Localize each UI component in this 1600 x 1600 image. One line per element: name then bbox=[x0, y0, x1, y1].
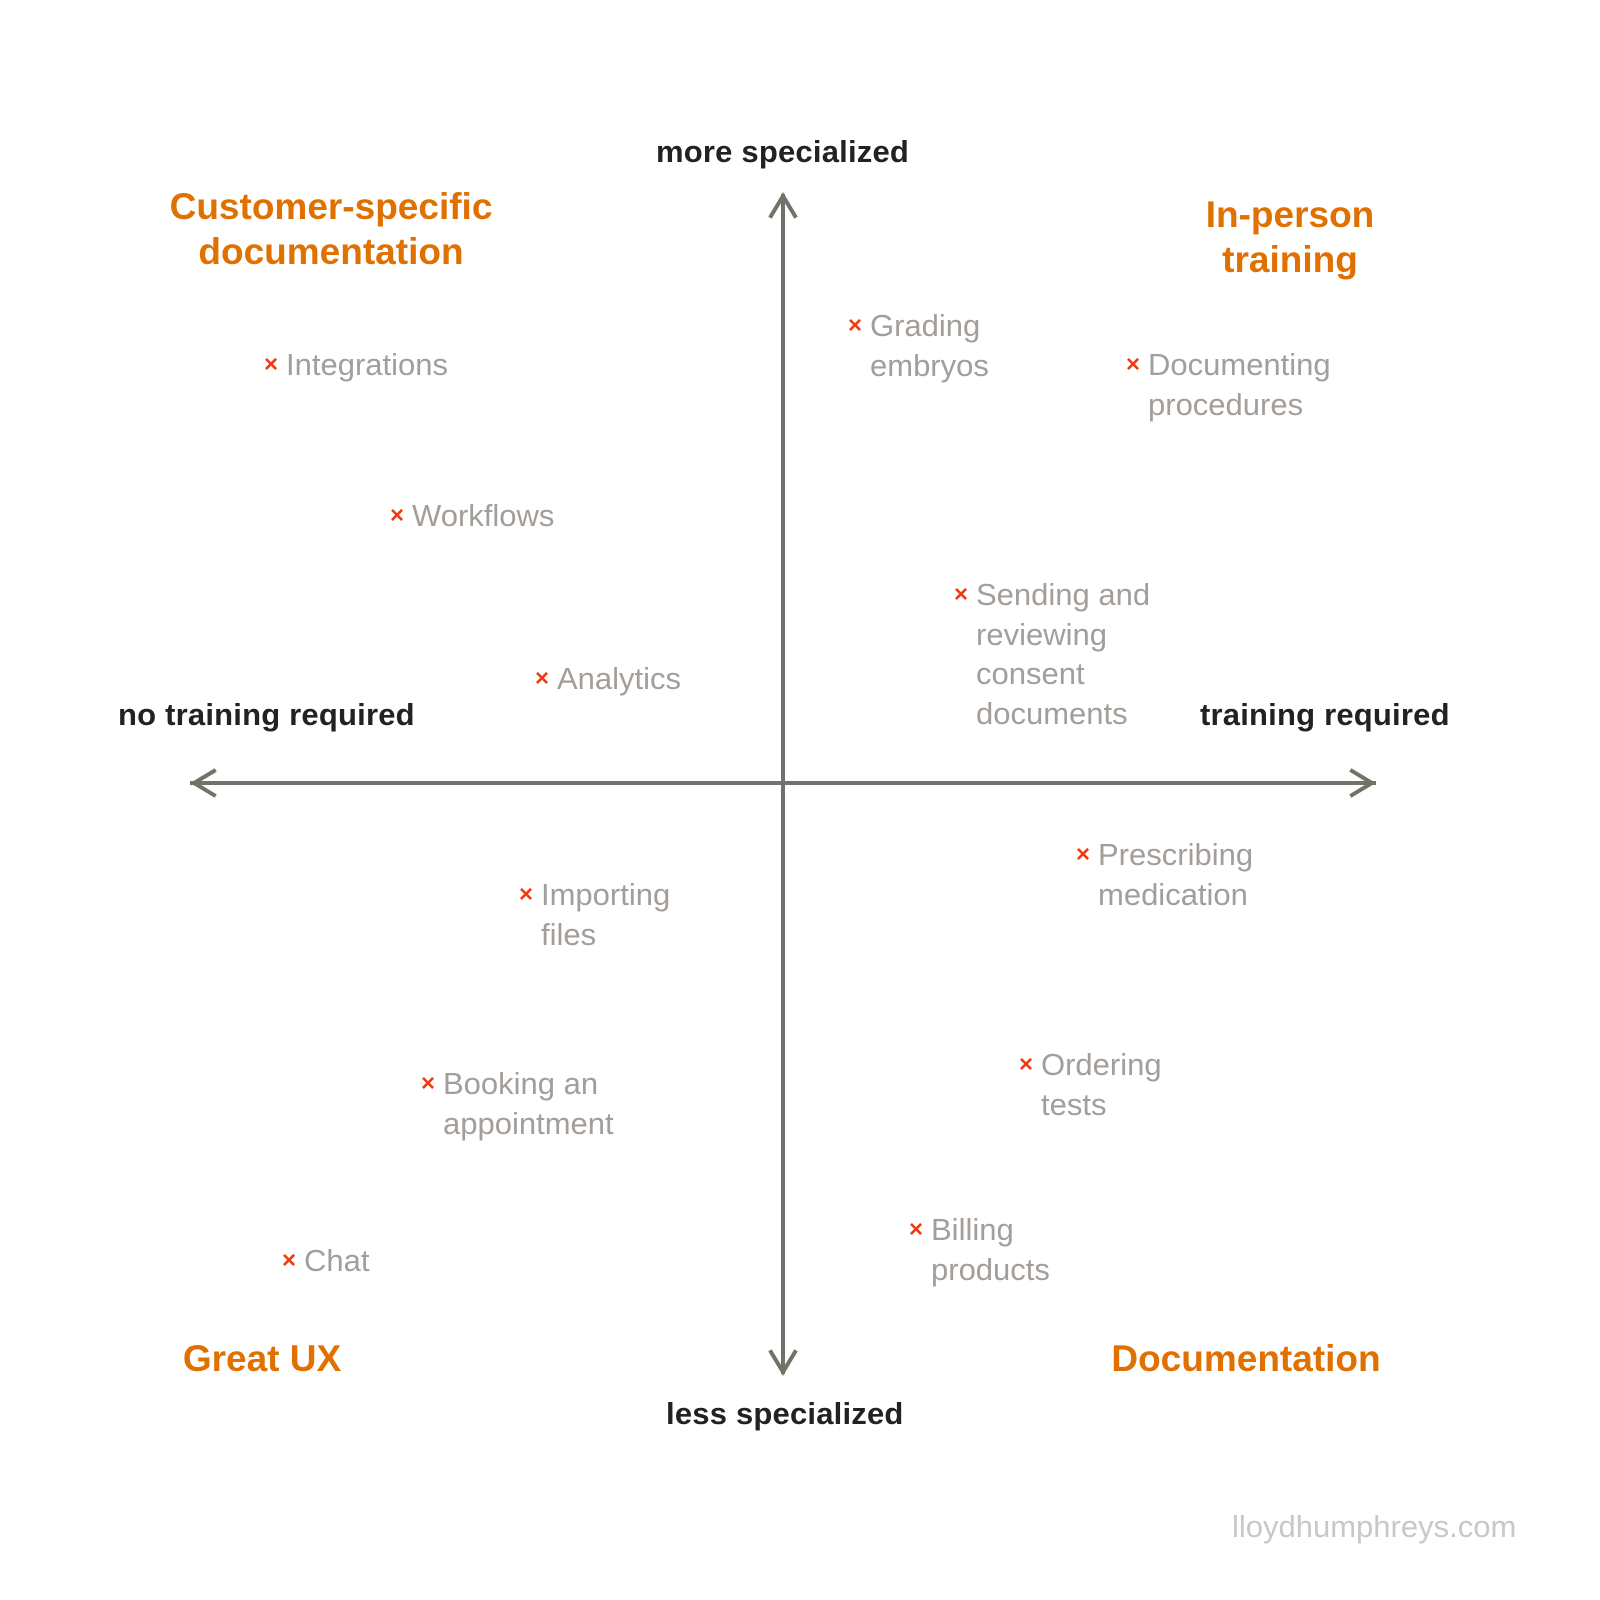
point-billing-products: × Billing products bbox=[909, 1210, 1050, 1289]
x-mark-icon: × bbox=[1076, 841, 1091, 868]
quadrant-title-line: Great UX bbox=[182, 1338, 342, 1379]
point-ordering-tests: × Ordering tests bbox=[1019, 1045, 1162, 1124]
point-label: procedures bbox=[1148, 386, 1304, 422]
x-mark-icon: × bbox=[1126, 351, 1141, 378]
point-label: Workflows bbox=[412, 498, 555, 533]
point-prescribing-medication: × Prescribing medication bbox=[1076, 835, 1254, 914]
x-mark-icon: × bbox=[1019, 1051, 1034, 1078]
x-mark-icon: × bbox=[519, 881, 534, 908]
arrow-down-icon bbox=[768, 1349, 798, 1376]
quadrant-title-bottom-right: Documentation bbox=[1106, 1336, 1386, 1381]
x-mark-icon: × bbox=[909, 1216, 924, 1243]
quadrant-title-top-right: In-person training bbox=[1190, 192, 1390, 282]
watermark: lloydhumphreys.com bbox=[1232, 1509, 1517, 1544]
point-label: embryos bbox=[870, 347, 989, 383]
arrow-right-icon bbox=[1349, 768, 1376, 798]
point-analytics: × Analytics bbox=[535, 659, 682, 699]
point-label: documents bbox=[976, 695, 1128, 731]
axis-label-bottom: less specialized bbox=[666, 1396, 904, 1431]
point-grading-embryos: × Grading embryos bbox=[848, 306, 989, 385]
point-label: Integrations bbox=[286, 347, 448, 382]
point-label: Sending and bbox=[976, 577, 1151, 612]
point-booking-appointment: × Booking an appointment bbox=[421, 1064, 614, 1143]
quadrant-title-line: Customer-specific bbox=[169, 186, 493, 227]
quadrant-title-top-left: Customer-specific documentation bbox=[162, 184, 500, 274]
point-label: tests bbox=[1041, 1086, 1107, 1122]
axis-label-right: training required bbox=[1200, 697, 1450, 732]
x-mark-icon: × bbox=[954, 581, 969, 608]
point-label: Ordering bbox=[1041, 1047, 1162, 1082]
arrow-up-icon bbox=[768, 192, 798, 219]
point-label: Prescribing bbox=[1098, 837, 1254, 872]
point-label: medication bbox=[1098, 876, 1248, 912]
point-label: Documenting bbox=[1148, 347, 1331, 382]
quadrant-title-bottom-left: Great UX bbox=[181, 1336, 343, 1381]
point-chat: × Chat bbox=[282, 1241, 370, 1281]
point-label: files bbox=[541, 916, 597, 952]
point-label: products bbox=[931, 1251, 1050, 1287]
quadrant-title-line: In-person bbox=[1205, 194, 1375, 235]
point-label: appointment bbox=[443, 1105, 614, 1141]
axis-label-top: more specialized bbox=[656, 134, 910, 169]
point-documenting-procedures: × Documenting procedures bbox=[1126, 345, 1331, 424]
x-mark-icon: × bbox=[264, 351, 279, 378]
x-mark-icon: × bbox=[848, 312, 863, 339]
point-label: Billing bbox=[931, 1212, 1014, 1247]
x-mark-icon: × bbox=[282, 1247, 297, 1274]
arrow-left-icon bbox=[190, 768, 217, 798]
quadrant-title-line: Documentation bbox=[1111, 1338, 1381, 1379]
point-sending-consent-documents: × Sending and reviewing consent document… bbox=[954, 575, 1151, 733]
axis-label-left: no training required bbox=[118, 697, 415, 732]
point-workflows: × Workflows bbox=[390, 496, 555, 536]
point-label: Chat bbox=[304, 1243, 370, 1278]
x-mark-icon: × bbox=[535, 665, 550, 692]
point-integrations: × Integrations bbox=[264, 345, 448, 385]
x-mark-icon: × bbox=[390, 502, 405, 529]
quadrant-title-line: documentation bbox=[198, 231, 464, 272]
point-label: Grading bbox=[870, 308, 981, 343]
point-label: Booking an bbox=[443, 1066, 599, 1101]
point-label: Importing bbox=[541, 877, 671, 912]
point-label: consent bbox=[976, 656, 1085, 691]
point-importing-files: × Importing files bbox=[519, 875, 671, 954]
quadrant-title-line: training bbox=[1222, 239, 1358, 280]
point-label: Analytics bbox=[557, 661, 682, 696]
point-label: reviewing bbox=[976, 616, 1107, 652]
x-mark-icon: × bbox=[421, 1070, 436, 1097]
